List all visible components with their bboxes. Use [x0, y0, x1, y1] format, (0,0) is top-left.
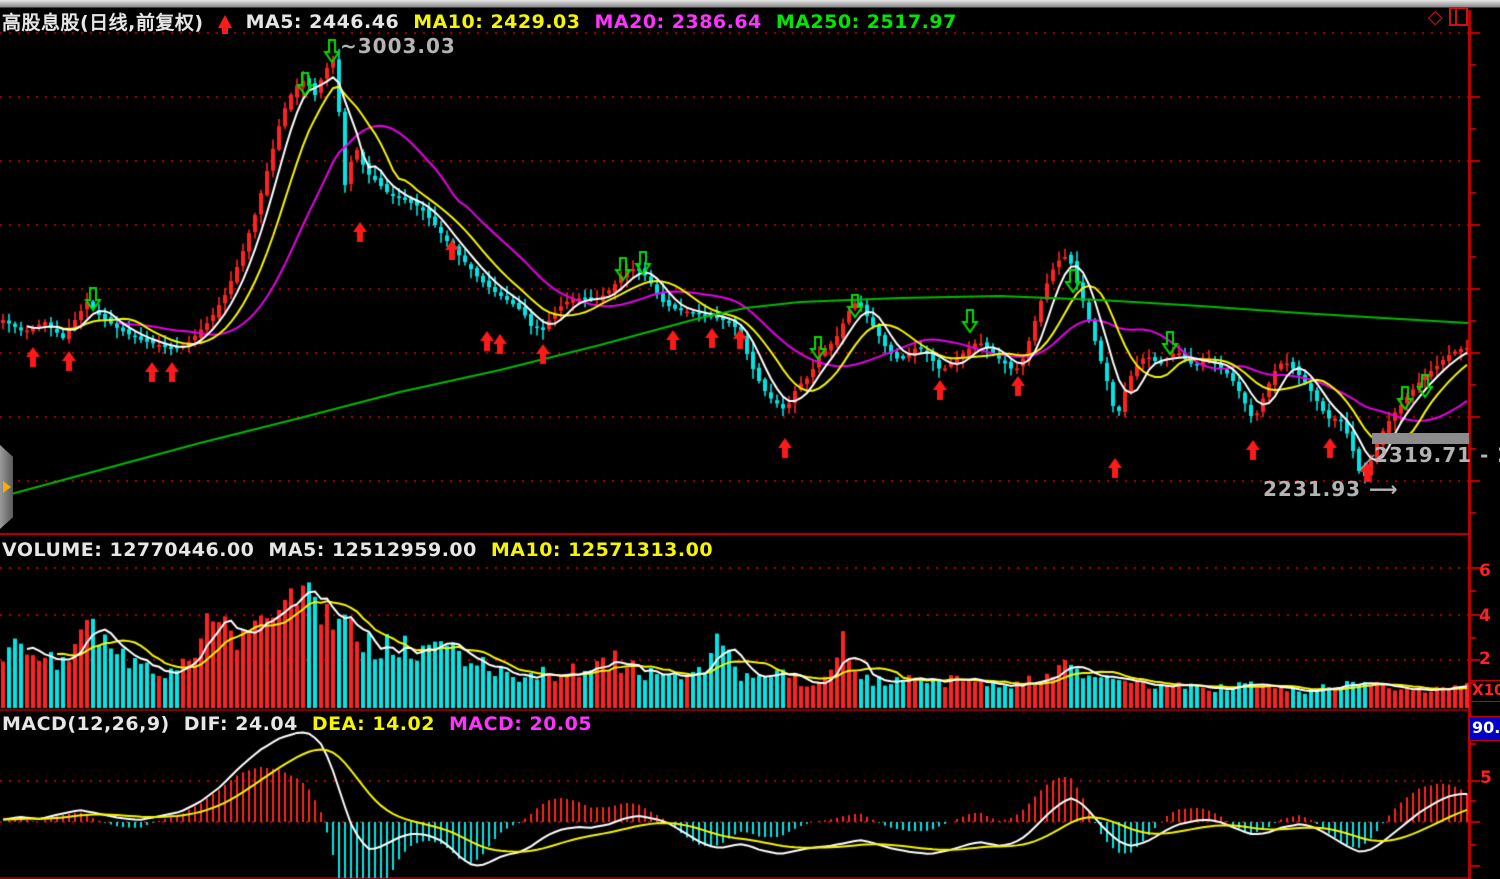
- volume-ma5-value[interactable]: MA5: 12512959.00: [268, 539, 477, 561]
- ma250-value[interactable]: MA250: 2517.97: [775, 10, 957, 33]
- expand-right-icon: [2, 481, 11, 493]
- dif-value[interactable]: DIF: 24.04: [183, 713, 298, 735]
- macd-axis-tick: 5: [1480, 768, 1492, 788]
- low-price-annotation: 2231.93 ⟶: [1263, 477, 1399, 501]
- high-price-annotation: ~3003.03: [340, 34, 456, 58]
- chart-title: 高股息股(日线,前复权): [2, 12, 204, 34]
- volume-value[interactable]: VOLUME: 12770446.00: [2, 539, 255, 561]
- main-chart-header: 高股息股(日线,前复权) MA5: 2446.46 MA10: 2429.03 …: [2, 8, 957, 35]
- last-price-label: 2319.71 - 2: [1374, 443, 1500, 467]
- macd-panel-header: MACD(12,26,9) DIF: 24.04 DEA: 14.02 MACD…: [2, 713, 592, 735]
- split-panes-icon[interactable]: [1448, 7, 1468, 26]
- volume-scale-label: X10: [1469, 680, 1500, 702]
- volume-axis-tick-2: 2: [1479, 649, 1491, 669]
- ma5-value[interactable]: MA5: 2446.46: [245, 10, 400, 33]
- ma20-value[interactable]: MA20: 2386.64: [594, 10, 762, 33]
- window-corner-icons: ◇: [1428, 7, 1468, 26]
- volume-panel-header: VOLUME: 12770446.00 MA5: 12512959.00 MA1…: [2, 539, 713, 561]
- volume-ma10-value[interactable]: MA10: 12571313.00: [490, 539, 714, 561]
- diamond-icon[interactable]: ◇: [1428, 5, 1443, 28]
- volume-axis-tick-4: 4: [1479, 606, 1491, 626]
- window-top-strip: [0, 0, 1500, 8]
- volume-axis-tick-6: 6: [1479, 561, 1491, 581]
- macd-name[interactable]: MACD(12,26,9): [2, 713, 170, 735]
- macd-value[interactable]: MACD: 20.05: [448, 713, 593, 735]
- last-price-band: [1372, 433, 1469, 444]
- sidebar-collapse-handle[interactable]: [0, 445, 13, 529]
- macd-axis-value-badge: 90.5: [1469, 716, 1500, 741]
- dea-value[interactable]: DEA: 14.02: [311, 713, 435, 735]
- trend-up-arrow-icon: [217, 15, 232, 34]
- ma10-value[interactable]: MA10: 2429.03: [413, 10, 581, 33]
